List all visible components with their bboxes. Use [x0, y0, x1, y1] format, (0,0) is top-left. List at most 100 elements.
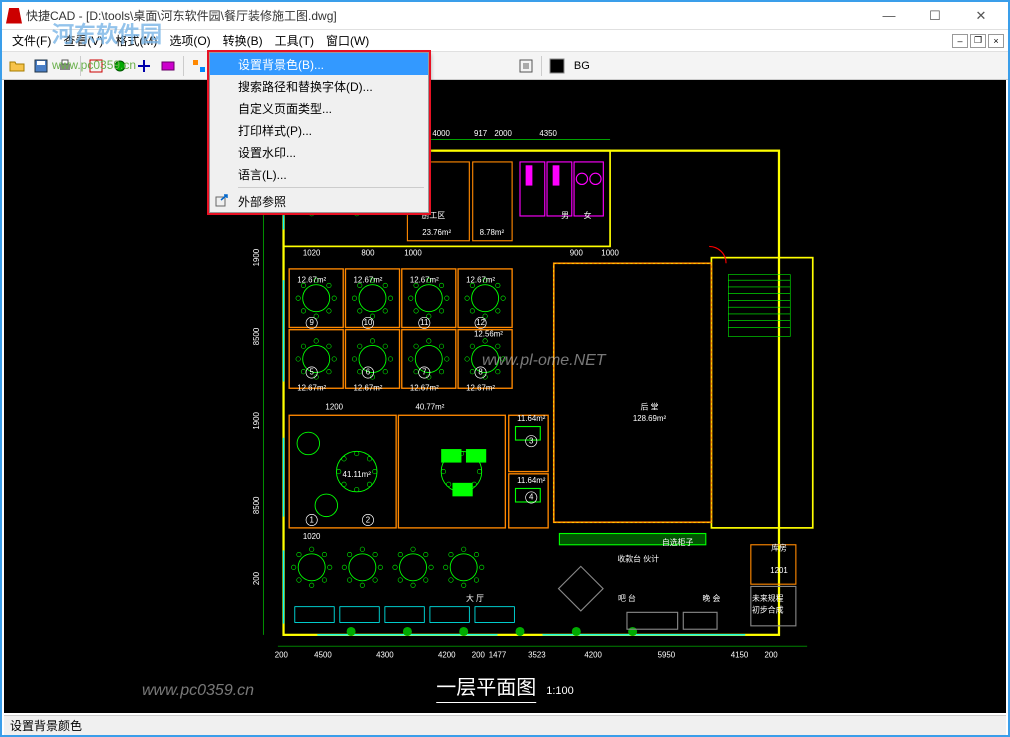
menu-window[interactable]: 窗口(W): [320, 30, 375, 51]
svg-text:40.77m²: 40.77m²: [415, 403, 444, 412]
svg-text:12.67m²: 12.67m²: [297, 275, 326, 284]
svg-text:男: 男: [561, 211, 569, 220]
svg-text:23.76m²: 23.76m²: [422, 228, 451, 237]
svg-text:12.67m²: 12.67m²: [297, 384, 326, 393]
tool-c-icon[interactable]: [133, 55, 155, 77]
app-icon: [6, 8, 22, 24]
svg-text:5: 5: [309, 368, 314, 377]
svg-text:4350: 4350: [539, 129, 557, 138]
mdi-restore[interactable]: ❐: [970, 34, 986, 48]
svg-text:11: 11: [420, 318, 428, 327]
tool-d-icon[interactable]: [157, 55, 179, 77]
svg-text:2: 2: [366, 515, 370, 524]
dd-print-style[interactable]: 打印样式(P)...: [210, 119, 428, 141]
titlebar: 快捷CAD - [D:\tools\桌面\河东软件园\餐厅装修施工图.dwg] …: [2, 2, 1008, 30]
mdi-close[interactable]: ×: [988, 34, 1004, 48]
svg-text:收款台 伙计: 收款台 伙计: [617, 554, 659, 564]
print-icon[interactable]: [54, 55, 76, 77]
dd-extref[interactable]: 外部参照: [210, 190, 428, 212]
svg-text:11.64m²: 11.64m²: [517, 414, 546, 423]
svg-text:12: 12: [476, 318, 485, 327]
svg-text:8: 8: [478, 368, 483, 377]
svg-text:4200: 4200: [438, 650, 456, 659]
svg-text:8.78m²: 8.78m²: [480, 228, 505, 237]
tool-g-icon[interactable]: [515, 55, 537, 77]
svg-text:4200: 4200: [584, 650, 602, 659]
minimize-button[interactable]: —: [866, 2, 912, 30]
svg-text:1: 1: [309, 515, 313, 524]
svg-text:200: 200: [275, 650, 289, 659]
svg-text:1000: 1000: [601, 248, 619, 257]
svg-text:128.69m²: 128.69m²: [633, 414, 667, 423]
svg-text:10: 10: [364, 318, 373, 327]
svg-text:4000: 4000: [432, 129, 450, 138]
svg-text:晚 会: 晚 会: [702, 593, 720, 603]
svg-text:200: 200: [472, 650, 486, 659]
menu-options[interactable]: 选项(O): [163, 30, 216, 51]
menu-format[interactable]: 格式(M): [109, 30, 163, 51]
svg-text:1900: 1900: [252, 248, 261, 266]
svg-text:1000: 1000: [404, 248, 422, 257]
svg-text:3523: 3523: [528, 650, 546, 659]
svg-text:自选柜子: 自选柜子: [662, 537, 694, 547]
svg-text:11.64m²: 11.64m²: [517, 476, 546, 485]
svg-text:5950: 5950: [658, 650, 676, 659]
tool-b-icon[interactable]: [109, 55, 131, 77]
maximize-button[interactable]: ☐: [912, 2, 958, 30]
svg-text:1020: 1020: [303, 248, 321, 257]
dd-language[interactable]: 语言(L)...: [210, 163, 428, 185]
menu-view[interactable]: 查看(V): [57, 30, 109, 51]
svg-text:4500: 4500: [314, 650, 332, 659]
svg-text:12.67m²: 12.67m²: [466, 384, 495, 393]
dd-watermark[interactable]: 设置水印...: [210, 141, 428, 163]
menu-file[interactable]: 文件(F): [6, 30, 57, 51]
menu-convert[interactable]: 转换(B): [217, 30, 269, 51]
cad-canvas[interactable]: 4000917200043502004500430042002001477352…: [4, 80, 1006, 713]
svg-text:200: 200: [252, 571, 261, 585]
svg-text:12.67m²: 12.67m²: [410, 384, 439, 393]
tool-a-icon[interactable]: [85, 55, 107, 77]
svg-text:8500: 8500: [252, 496, 261, 514]
svg-text:12.67m²: 12.67m²: [466, 275, 495, 284]
save-icon[interactable]: [30, 55, 52, 77]
svg-text:1020: 1020: [303, 532, 321, 541]
svg-text:1201: 1201: [770, 566, 788, 575]
statusbar: 设置背景颜色: [4, 715, 1006, 735]
svg-text:后 堂: 后 堂: [641, 402, 659, 412]
svg-text:3: 3: [529, 436, 534, 445]
floor-plan-drawing: 4000917200043502004500430042002001477352…: [74, 100, 966, 663]
svg-text:12.56m²: 12.56m²: [474, 329, 503, 338]
svg-text:6: 6: [366, 368, 371, 377]
svg-text:900: 900: [570, 248, 584, 257]
tool-e-icon[interactable]: [188, 55, 210, 77]
dd-set-bgcolor[interactable]: 设置背景色(B)...: [210, 53, 428, 75]
mdi-minimize[interactable]: –: [952, 34, 968, 48]
svg-text:200: 200: [765, 650, 779, 659]
svg-text:1200: 1200: [325, 403, 343, 412]
bg-swatch-2[interactable]: [546, 55, 568, 77]
dd-separator: [238, 187, 424, 188]
svg-text:9: 9: [309, 318, 313, 327]
menu-tools[interactable]: 工具(T): [269, 30, 320, 51]
svg-text:大 厅: 大 厅: [466, 593, 484, 603]
bg-label-2: BG: [570, 60, 594, 72]
svg-text:1477: 1477: [489, 650, 507, 659]
dd-search-fonts[interactable]: 搜索路径和替换字体(D)...: [210, 75, 428, 97]
menubar: 文件(F) 查看(V) 格式(M) 选项(O) 转换(B) 工具(T) 窗口(W…: [2, 30, 1008, 52]
options-dropdown: 设置背景色(B)... 搜索路径和替换字体(D)... 自定义页面类型... 打…: [209, 52, 429, 213]
svg-text:初步合成: 初步合成: [752, 604, 784, 614]
svg-text:917: 917: [474, 129, 487, 138]
close-button[interactable]: ✕: [958, 2, 1004, 30]
svg-text:12.67m²: 12.67m²: [354, 275, 383, 284]
window-title: 快捷CAD - [D:\tools\桌面\河东软件园\餐厅装修施工图.dwg]: [26, 7, 337, 24]
svg-text:2000: 2000: [494, 129, 512, 138]
dd-custom-page[interactable]: 自定义页面类型...: [210, 97, 428, 119]
svg-text:女: 女: [584, 210, 592, 220]
svg-text:8500: 8500: [252, 327, 261, 345]
svg-text:12.67m²: 12.67m²: [354, 384, 383, 393]
svg-text:7: 7: [422, 368, 426, 377]
ext-ref-icon: [214, 193, 230, 209]
open-icon[interactable]: [6, 55, 28, 77]
drawing-title: 一层平面图 1:100: [436, 671, 574, 703]
svg-text:41.11m²: 41.11m²: [343, 470, 372, 479]
